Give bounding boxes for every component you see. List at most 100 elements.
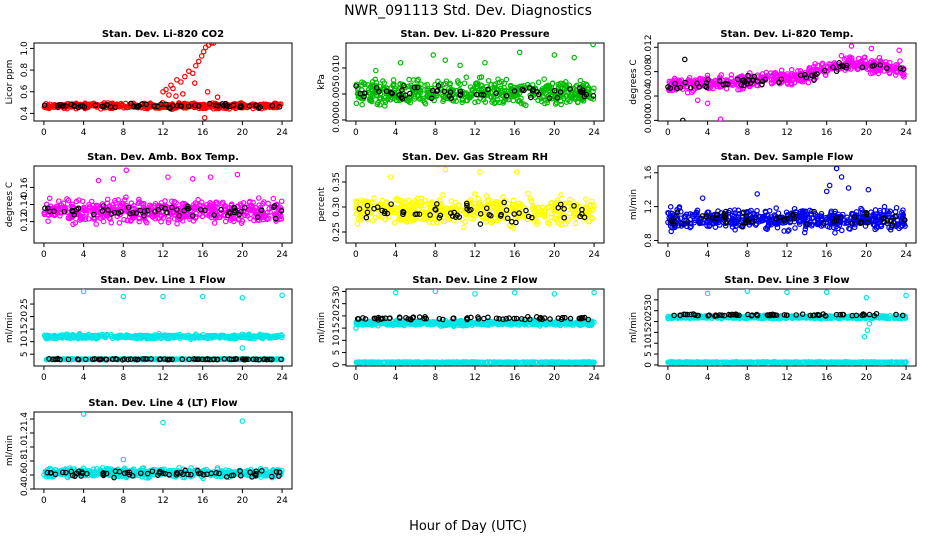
data-point [212, 332, 218, 339]
data-point [204, 334, 210, 340]
y-tick-label: 0.12 [20, 212, 30, 232]
overlay-point [148, 356, 154, 362]
y-axis-label: ml/min [317, 312, 327, 343]
overlay-point [838, 214, 845, 221]
overlay-point [546, 95, 553, 101]
data-point [583, 196, 589, 202]
data-point [900, 211, 906, 218]
x-tick-label: 4 [705, 128, 711, 138]
overlay-point [133, 210, 140, 216]
overlay-point [833, 217, 840, 224]
data-point [833, 166, 840, 172]
overlay-point [464, 206, 470, 212]
data-point [535, 204, 541, 211]
data-point [586, 207, 593, 214]
overlay-point [555, 205, 562, 211]
y-tick-label: 0.008 [644, 58, 654, 84]
data-point [836, 222, 843, 229]
data-point [541, 100, 548, 107]
y-tick-label: 0.14 [20, 194, 30, 214]
overlay-point [859, 64, 866, 71]
data-point [467, 94, 474, 101]
data-point [716, 222, 723, 228]
data-point [773, 72, 780, 78]
x-tick-label: 8 [120, 250, 126, 260]
data-point [588, 214, 595, 221]
data-point [200, 48, 207, 55]
figure-title: NWR_091113 Std. Dev. Diagnostics [344, 3, 592, 19]
data-point [171, 198, 178, 205]
data-point [413, 202, 419, 209]
data-point [900, 72, 906, 79]
overlay-point [399, 87, 405, 93]
data-point [191, 80, 198, 86]
data-point [45, 102, 51, 109]
chart-title: Stan. Dev. Li-820 Pressure [400, 29, 550, 40]
x-tick-label: 16 [197, 128, 209, 138]
chart-panel: Stan. Dev. Li-820 Temp.0 4 8 12 16 20 240.0000… [629, 29, 917, 138]
overlay-point [557, 89, 564, 95]
overlay-point [590, 93, 597, 99]
data-point [571, 54, 578, 61]
overlay-point [430, 87, 436, 94]
data-point [788, 66, 795, 73]
data-point [809, 215, 816, 222]
data-point [472, 213, 478, 219]
data-point [48, 103, 54, 110]
data-point [115, 103, 122, 109]
overlay-point [713, 212, 720, 218]
x-tick-label: 24 [900, 250, 912, 260]
overlay-point [497, 213, 504, 219]
data-point [797, 210, 803, 217]
overlay-point [231, 205, 238, 211]
data-point [234, 171, 241, 178]
data-point [263, 332, 270, 339]
y-axis-label: degrees C [629, 59, 639, 104]
overlay-point [722, 208, 729, 215]
data-point [166, 92, 172, 98]
overlay-point [211, 212, 217, 218]
overlay-point [82, 356, 89, 363]
overlay-point [167, 105, 174, 111]
data-point [814, 221, 821, 228]
data-point [411, 93, 418, 100]
overlay-point [174, 207, 180, 213]
overlay-point [269, 356, 275, 363]
overlay-point [250, 356, 257, 363]
data-point [214, 212, 221, 219]
data-point [211, 220, 218, 226]
data-point [205, 332, 211, 339]
data-point [86, 204, 93, 211]
data-point [773, 221, 780, 227]
data-point [88, 333, 95, 340]
data-point [852, 63, 859, 70]
data-point [876, 54, 883, 61]
data-point [841, 56, 848, 62]
overlay-point [125, 204, 132, 211]
overlay-point [214, 356, 220, 363]
overlay-point [790, 211, 796, 218]
overlay-point [694, 80, 700, 87]
overlay-point [75, 104, 82, 111]
overlay-point [269, 102, 276, 109]
data-point [452, 199, 459, 206]
data-point [55, 198, 62, 204]
data-point [387, 96, 394, 103]
data-point [844, 217, 851, 223]
data-point [257, 204, 264, 211]
overlay-point [747, 80, 754, 86]
overlay-point [551, 87, 558, 94]
data-point [853, 209, 860, 215]
data-point [208, 43, 215, 46]
overlay-point [485, 86, 491, 93]
data-layer [41, 43, 284, 121]
data-point [402, 200, 408, 207]
overlay-point [843, 64, 849, 71]
overlay-point [717, 78, 723, 84]
data-point [553, 211, 559, 218]
data-layer [665, 166, 908, 236]
data-point [170, 85, 176, 92]
data-point [202, 103, 208, 109]
x-tick-label: 16 [821, 128, 833, 138]
overlay-point [91, 356, 98, 362]
